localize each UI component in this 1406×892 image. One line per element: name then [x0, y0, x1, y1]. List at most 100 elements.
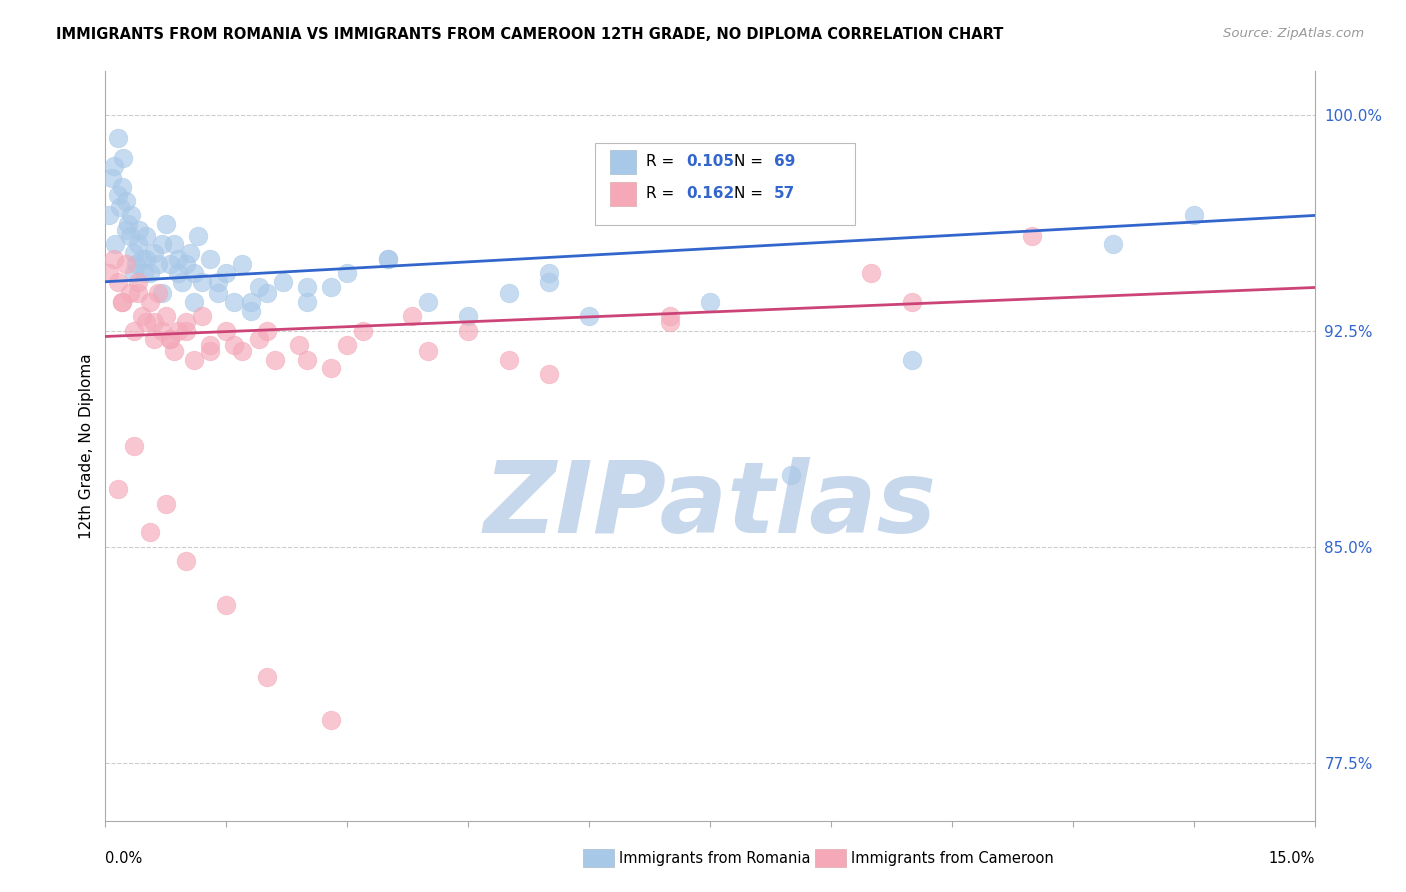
Point [127, 275, 149, 289]
Point [134, 266, 156, 280]
Point [167, 324, 190, 338]
Bar [610, 150, 637, 174]
Point [142, 246, 165, 260]
Point [122, 439, 145, 453]
Text: R =: R = [645, 186, 679, 201]
Point [231, 257, 253, 271]
Point [183, 266, 205, 280]
Point [457, 324, 479, 338]
Point [200, 252, 222, 266]
Text: Immigrants from Cameroon: Immigrants from Cameroon [851, 852, 1053, 866]
Point [142, 315, 165, 329]
Point [155, 217, 177, 231]
Point [247, 280, 270, 294]
Point [321, 713, 343, 727]
Point [457, 310, 479, 324]
Point [155, 497, 177, 511]
Point [207, 275, 229, 289]
Point [122, 266, 145, 280]
Point [1182, 209, 1205, 223]
Point [183, 294, 205, 309]
FancyBboxPatch shape [595, 143, 855, 225]
Text: 0.0%: 0.0% [105, 852, 142, 866]
Point [114, 223, 136, 237]
Point [187, 228, 209, 243]
Point [224, 294, 246, 309]
Point [256, 669, 278, 683]
Text: 69: 69 [775, 153, 796, 169]
Point [107, 275, 129, 289]
Point [183, 352, 205, 367]
Point [215, 266, 238, 280]
Point [146, 286, 169, 301]
Point [537, 275, 560, 289]
Point [122, 324, 145, 338]
Point [779, 467, 801, 482]
Point [900, 294, 922, 309]
Text: N =: N = [734, 153, 768, 169]
Point [167, 266, 190, 280]
Point [110, 294, 132, 309]
Point [377, 252, 399, 266]
Point [900, 352, 922, 367]
Point [155, 310, 177, 324]
Point [416, 343, 439, 358]
Point [658, 310, 681, 324]
Point [215, 324, 238, 338]
Text: 57: 57 [775, 186, 796, 201]
Point [288, 338, 311, 352]
Point [191, 275, 214, 289]
Point [191, 310, 214, 324]
Point [231, 343, 253, 358]
Point [146, 257, 169, 271]
Point [377, 252, 399, 266]
Point [174, 257, 197, 271]
Point [131, 310, 153, 324]
Text: 0.162: 0.162 [686, 186, 734, 201]
Point [103, 252, 125, 266]
Point [128, 223, 150, 237]
Point [321, 280, 343, 294]
Point [207, 286, 229, 301]
Point [112, 151, 135, 165]
Point [239, 294, 262, 309]
Point [163, 237, 186, 252]
Point [200, 343, 222, 358]
Point [150, 286, 173, 301]
Point [336, 266, 359, 280]
Point [271, 275, 294, 289]
Point [174, 324, 197, 338]
Point [295, 280, 318, 294]
Point [107, 130, 129, 145]
Point [537, 266, 560, 280]
Text: R =: R = [645, 153, 679, 169]
Point [118, 228, 141, 243]
Point [263, 352, 285, 367]
Point [103, 160, 125, 174]
Point [167, 252, 190, 266]
Point [135, 228, 157, 243]
Point [860, 266, 883, 280]
Point [163, 343, 186, 358]
Point [416, 294, 439, 309]
Text: 0.105: 0.105 [686, 153, 734, 169]
Point [537, 367, 560, 381]
Point [104, 237, 127, 252]
Point [336, 338, 359, 352]
Point [108, 200, 131, 214]
Point [107, 188, 129, 202]
Point [139, 294, 162, 309]
Point [179, 246, 201, 260]
Point [401, 310, 423, 324]
Point [118, 286, 141, 301]
Point [321, 361, 343, 376]
Point [107, 482, 129, 496]
Point [820, 209, 842, 223]
Point [98, 266, 121, 280]
Point [498, 286, 520, 301]
Point [110, 179, 132, 194]
Point [174, 554, 197, 568]
Point [174, 315, 197, 329]
Point [139, 266, 162, 280]
Point [224, 338, 246, 352]
